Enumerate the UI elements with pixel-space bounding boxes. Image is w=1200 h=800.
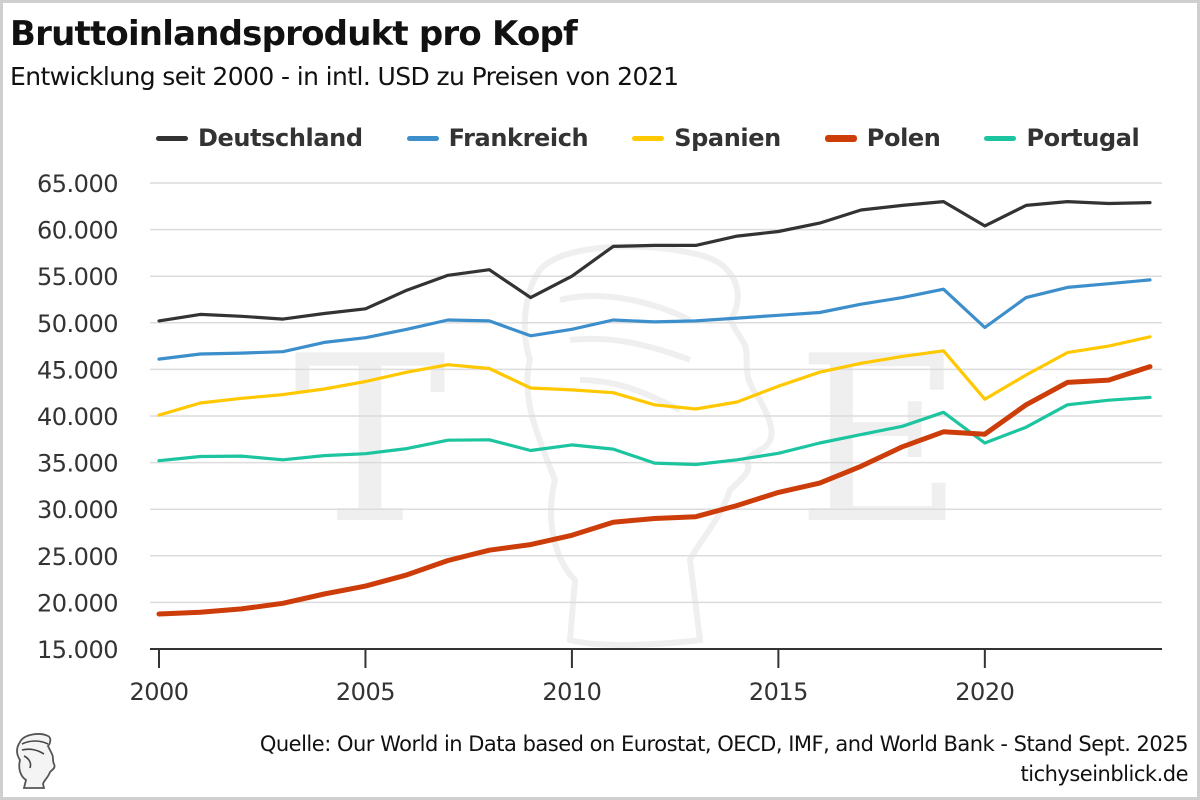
- series-line-deutschland: [157, 200, 1152, 323]
- legend-label: Frankreich: [448, 124, 589, 152]
- y-tick-label: 65.000: [37, 170, 118, 198]
- y-tick-label: 60.000: [37, 217, 118, 245]
- legend-swatch: [406, 135, 439, 141]
- y-axis-tick-labels: 15.000 20.000 25.000 30.000 35.000 40.000 45.0…: [37, 170, 118, 664]
- legend-swatch: [632, 135, 665, 141]
- series-lines: [156, 200, 1153, 617]
- site-credit: tichyseinblick.de: [1020, 762, 1189, 786]
- legend-item-spanien: Spanien: [632, 124, 781, 152]
- y-tick-label: 50.000: [37, 310, 118, 338]
- x-tick-label: 2020: [955, 678, 1014, 706]
- legend-swatch: [156, 135, 188, 141]
- legend: Deutschland Frankreich Spanien Polen Portuga…: [156, 124, 1183, 152]
- x-tick-label: 2010: [542, 678, 601, 706]
- y-tick-label: 30.000: [37, 496, 118, 524]
- series-line-portugal: [157, 395, 1152, 467]
- watermark-head-bust-icon: [521, 243, 775, 648]
- x-tick-label: 2000: [129, 678, 188, 706]
- legend-swatch: [824, 134, 857, 142]
- legend-item-frankreich: Frankreich: [406, 124, 589, 152]
- watermark-letter-t: T: [293, 308, 446, 575]
- y-tick-label: 15.000: [37, 636, 118, 664]
- legend-label: Deutschland: [198, 124, 363, 152]
- series-line-spanien: [157, 335, 1152, 417]
- y-tick-label: 40.000: [37, 403, 118, 431]
- head-bust-logo-icon: [16, 733, 56, 789]
- legend-item-deutschland: Deutschland: [156, 124, 363, 152]
- x-axis: 2000 2005 2010 2015 2020: [129, 648, 1162, 706]
- y-tick-label: 55.000: [37, 263, 118, 291]
- legend-label: Spanien: [674, 124, 781, 152]
- source-note: Quelle: Our World in Data based on Euros…: [259, 732, 1189, 756]
- legend-swatch: [984, 135, 1017, 141]
- series-line-frankreich: [157, 278, 1152, 361]
- chart-subtitle: Entwicklung seit 2000 - in intl. USD zu …: [10, 62, 679, 91]
- x-tick-label: 2005: [336, 678, 395, 706]
- y-tick-label: 20.000: [37, 589, 118, 617]
- y-tick-label: 45.000: [37, 356, 118, 384]
- x-tick-label: 2015: [749, 678, 808, 706]
- legend-label: Portugal: [1026, 124, 1140, 152]
- legend-label: Polen: [866, 124, 941, 152]
- y-tick-label: 35.000: [37, 450, 118, 478]
- series-line-polen: [156, 364, 1153, 617]
- y-tick-label: 25.000: [37, 543, 118, 571]
- legend-item-portugal: Portugal: [984, 124, 1140, 152]
- legend-item-polen: Polen: [824, 124, 941, 152]
- chart-title: Bruttoinlandsprodukt pro Kopf: [10, 14, 578, 54]
- watermark: T E: [293, 243, 964, 648]
